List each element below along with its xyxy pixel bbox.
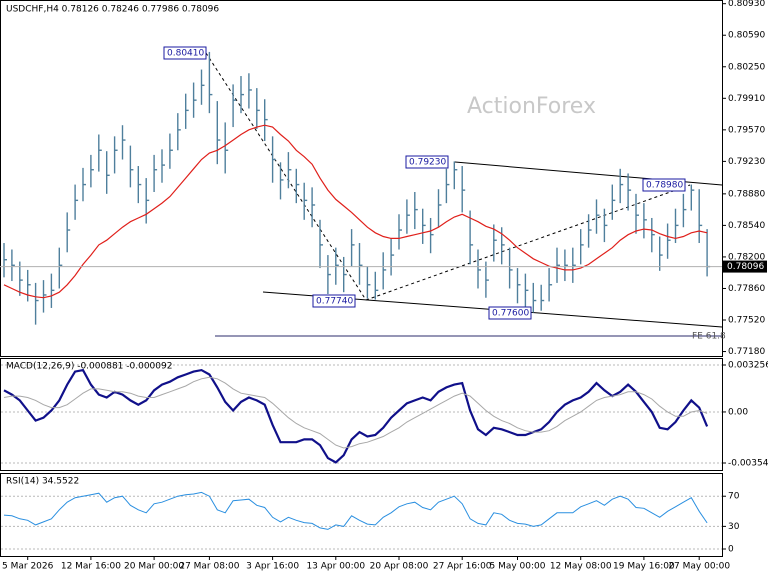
- y-tick-label: 70: [728, 492, 740, 502]
- annotation-box: [163, 46, 207, 60]
- annotation-box: [405, 155, 449, 169]
- y-tick-label: 0.80250: [728, 62, 765, 72]
- y-tick-label: 0.77860: [728, 284, 765, 294]
- y-tick-label: 0.80930: [728, 0, 765, 9]
- y-tick-label: 0.79230: [728, 157, 765, 167]
- annotation: 0.80410: [167, 49, 204, 59]
- x-tick-label: 13 Apr 00:00: [306, 562, 365, 572]
- x-tick-label: 5 Mar 2026: [2, 562, 54, 572]
- annotation: 0.77740: [316, 297, 353, 307]
- watermark: ActionForex: [467, 94, 596, 119]
- y-tick-label: 0.78200: [728, 252, 765, 262]
- indicator-line: [3, 491, 708, 530]
- macd-panel-frame: [0, 358, 723, 471]
- x-tick-label: 19 May 16:00: [613, 562, 675, 572]
- y-tick-label: 0.003256: [728, 360, 768, 370]
- y-tick-label: 0.00: [728, 407, 748, 417]
- rsi-panel-frame: [0, 473, 723, 557]
- y-tick-label: 0.77520: [728, 316, 765, 326]
- y-tick-label: 0: [728, 544, 734, 554]
- y-tick-label: 30: [728, 522, 740, 532]
- annotation: FE 61.8: [692, 332, 726, 342]
- y-tick-label: 0.79570: [728, 125, 765, 135]
- annotation-box: [312, 294, 356, 308]
- indicator-line: [3, 368, 709, 464]
- y-tick-label: 0.78540: [728, 221, 765, 231]
- x-tick-label: 20 Mar 00:00: [124, 562, 184, 572]
- x-tick-label: 27 Apr 16:00: [433, 562, 492, 572]
- x-tick-label: 20 Apr 08:00: [370, 562, 429, 572]
- annotation-box: [642, 178, 686, 192]
- annotation-box: [488, 306, 532, 320]
- price-panel-frame: [0, 0, 723, 357]
- x-tick-label: 12 May 08:00: [550, 562, 612, 572]
- x-tick-label: 3 Apr 16:00: [246, 562, 299, 572]
- panel-title: USDCHF,H4 0.78126 0.78246 0.77986 0.7809…: [6, 5, 219, 15]
- y-tick-label: 0.77180: [728, 347, 765, 357]
- indicator-line: [3, 376, 708, 449]
- annotation: 0.79230: [409, 158, 446, 168]
- panel-title: MACD(12,26,9) -0.000881 -0.000092: [6, 362, 172, 372]
- panel-title: RSI(14) 34.5522: [6, 477, 79, 487]
- y-tick-label: -0.00354: [728, 459, 768, 469]
- y-tick-label: 0.78880: [728, 189, 765, 199]
- y-tick-label: 0.80590: [728, 31, 765, 41]
- x-tick-label: 27 Mar 08:00: [179, 562, 239, 572]
- x-tick-label: 27 May 00:00: [668, 562, 730, 572]
- x-tick-label: 5 May 00:00: [490, 562, 546, 572]
- annotation: 0.78980: [646, 181, 683, 191]
- moving-average: [3, 124, 708, 299]
- x-tick-label: 12 Mar 16:00: [61, 562, 121, 572]
- last-price-box: [723, 260, 767, 273]
- annotation: 0.77600: [492, 309, 529, 319]
- last-price-label: 0.78096: [727, 262, 764, 272]
- y-tick-label: 0.79910: [728, 94, 765, 104]
